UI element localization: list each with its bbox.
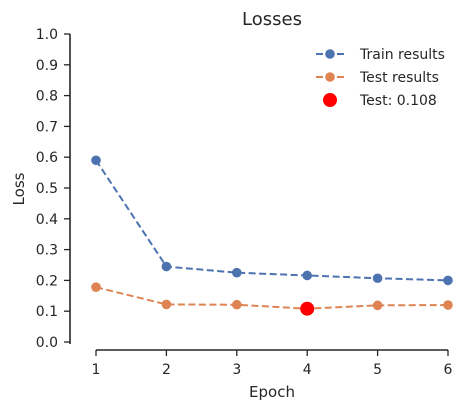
data-point	[232, 299, 242, 310]
data-point	[91, 282, 101, 292]
chart-title: Losses	[242, 9, 302, 30]
data-point	[161, 261, 172, 272]
x-tick-label: 6	[444, 362, 453, 378]
data-point	[443, 275, 453, 286]
legend-marker	[325, 49, 335, 59]
y-tick-label: 0.9	[36, 58, 58, 74]
y-tick-label: 0.5	[36, 181, 58, 197]
y-tick-label: 0.0	[36, 335, 58, 351]
y-tick-label: 1.0	[36, 27, 58, 43]
legend-label: Train results	[359, 47, 445, 63]
data-point	[372, 300, 383, 311]
y-tick-label: 0.8	[36, 89, 58, 105]
y-tick-label: 0.1	[36, 304, 58, 320]
series-0	[91, 155, 453, 286]
data-point	[91, 155, 101, 166]
data-point	[443, 300, 453, 310]
data-point	[302, 270, 313, 281]
x-axis-label: Epoch	[249, 383, 295, 401]
x-tick-label: 2	[162, 362, 171, 378]
y-axis-label: Loss	[10, 172, 28, 205]
y-tick-label: 0.2	[36, 273, 58, 289]
legend: Train results Test results Test: 0.108	[316, 47, 445, 109]
y-tick-label: 0.3	[36, 243, 58, 259]
data-point	[232, 267, 242, 278]
series-layer	[91, 155, 453, 316]
data-point	[161, 299, 172, 310]
series-line	[95, 286, 449, 310]
y-tick-label: 0.4	[36, 212, 58, 228]
legend-label: Test results	[359, 70, 439, 86]
series-line	[95, 159, 449, 282]
x-tick-label: 4	[303, 362, 312, 378]
y-tick-label: 0.7	[36, 119, 58, 135]
x-tick-label: 1	[92, 362, 101, 378]
x-axis-ticks: 1 2 3 4 5 6	[92, 350, 453, 378]
series-1	[91, 282, 453, 314]
data-point	[372, 273, 383, 284]
legend-marker	[325, 72, 335, 82]
legend-highlight-marker	[323, 93, 337, 107]
y-axis-ticks: 0.0 0.1 0.2 0.3 0.4 0.5 0.6 0.7 0.8 0.9 1.0	[36, 27, 70, 351]
y-tick-label: 0.6	[36, 150, 58, 166]
legend-label: Test: 0.108	[359, 93, 437, 109]
highlight-point	[300, 301, 315, 316]
x-tick-label: 3	[232, 362, 241, 378]
x-tick-label: 5	[373, 362, 382, 378]
